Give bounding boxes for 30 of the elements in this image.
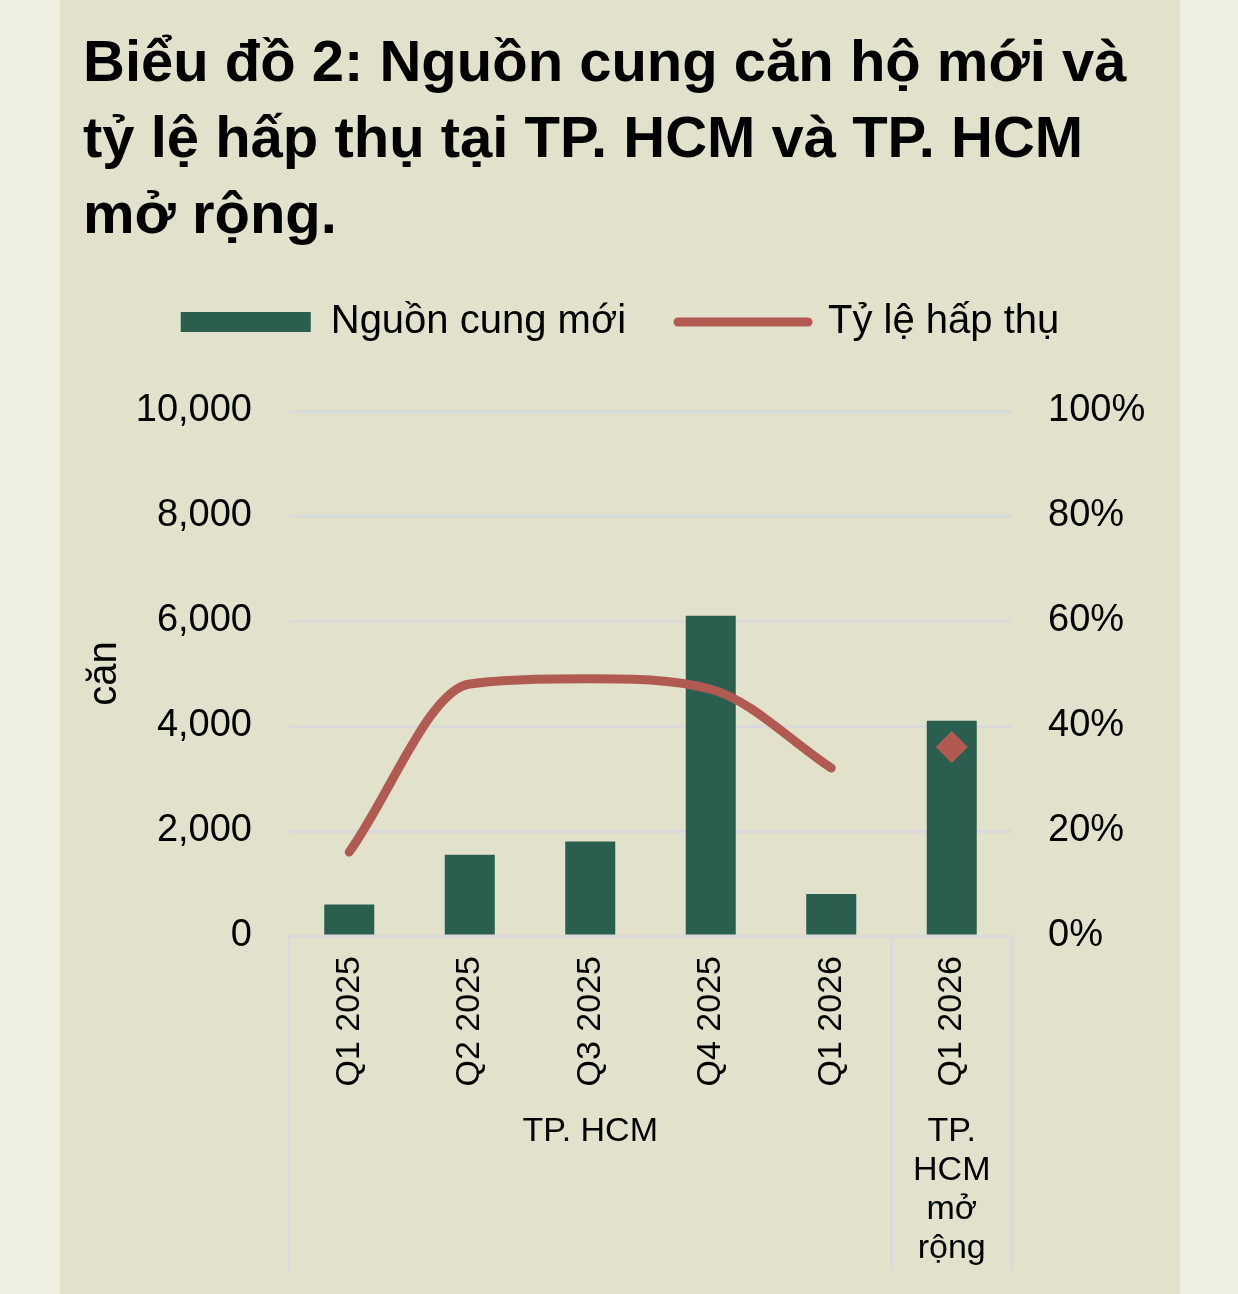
x-tick-label: Q3 2025 <box>568 956 607 1087</box>
y-tick-label: 2,000 <box>156 807 252 850</box>
text: TP. HCM mở rộng <box>913 1110 991 1266</box>
x-tick-label: Q1 2026 <box>809 956 848 1087</box>
text: TP. HCM <box>522 1110 658 1149</box>
y2-tick-label: 60% <box>1048 597 1125 640</box>
y2-tick-label: 80% <box>1048 492 1125 535</box>
bar <box>565 841 616 935</box>
y-tick-label: 0 <box>230 912 252 955</box>
y-tick-label: 4,000 <box>156 702 252 745</box>
x-tick-label: Q2 2025 <box>448 956 487 1087</box>
y-tick-label: 8,000 <box>156 492 252 535</box>
x-tick-label: Q4 2025 <box>689 956 728 1087</box>
y-axis-title: căn <box>80 641 125 706</box>
bar <box>926 720 977 935</box>
bar <box>685 615 736 935</box>
y2-tick-label: 40% <box>1048 702 1125 745</box>
chart-title: Biểu đồ 2: Nguồn cung căn hộ mới và tỷ lệ hấp thụ tại TP. HCM và TP. HCM mở rộng. <box>83 27 1128 247</box>
bar <box>444 854 495 935</box>
y2-tick-label: 20% <box>1048 807 1125 850</box>
bar <box>806 894 857 935</box>
y2-tick-label: 100% <box>1048 387 1146 430</box>
legend-label: Nguồn cung mới <box>330 297 627 342</box>
bar <box>324 904 375 935</box>
x-tick-label: Q1 2025 <box>327 956 366 1087</box>
x-tick-label: Q1 2026 <box>930 956 969 1087</box>
y-tick-label: 6,000 <box>156 597 252 640</box>
y2-tick-label: 0% <box>1048 912 1103 955</box>
legend-label: Tỷ lệ hấp thụ <box>828 297 1060 342</box>
y-tick-label: 10,000 <box>135 387 252 430</box>
